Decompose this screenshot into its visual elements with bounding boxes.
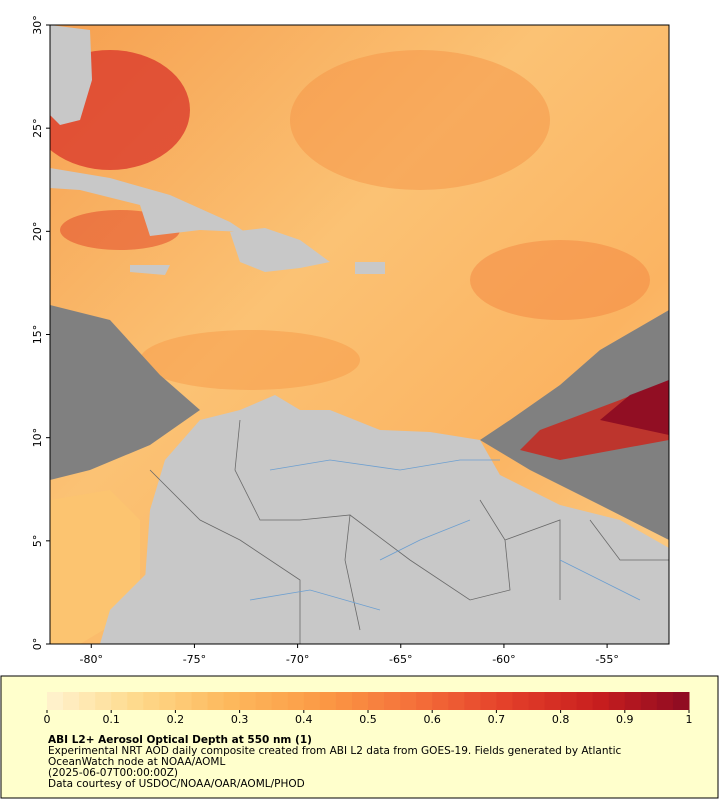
colorbar-tick-label: 0 [44, 713, 51, 726]
colorbar-swatch [560, 692, 578, 710]
colorbar-swatch [512, 692, 529, 710]
colorbar-swatch [63, 692, 80, 710]
lat-tick-label: 25° [31, 118, 44, 138]
lon-tick-label: -80° [80, 653, 103, 666]
colorbar-swatch [640, 692, 658, 710]
colorbar-swatch [544, 692, 562, 710]
colorbar-swatch [271, 692, 289, 710]
colorbar-tick-label: 0.2 [167, 713, 185, 726]
map-imagery [50, 25, 669, 644]
colorbar-tick-label: 0.1 [102, 713, 120, 726]
colorbar-swatch [576, 692, 594, 710]
caption-line: (2025-06-07T00:00:00Z) [48, 767, 178, 779]
lat-tick-label: 15° [31, 325, 44, 345]
colorbar-swatch [127, 692, 144, 710]
colorbar-swatch [143, 692, 160, 710]
colorbar-tick-label: 0.3 [231, 713, 249, 726]
lon-tick-label: -55° [595, 653, 618, 666]
colorbar-swatch [672, 692, 690, 710]
colorbar-tick-label: 0.6 [423, 713, 441, 726]
colorbar-swatch [464, 692, 481, 710]
colorbar-swatch [95, 692, 112, 710]
colorbar-swatch [416, 692, 433, 710]
colorbar-tick-label: 0.7 [488, 713, 506, 726]
lat-tick-label: 30° [31, 15, 44, 35]
colorbar-swatch [448, 692, 465, 710]
colorbar-swatch [624, 692, 642, 710]
lon-tick-label: -65° [389, 653, 412, 666]
colorbar-swatch [255, 692, 273, 710]
colorbar-tick-label: 0.9 [616, 713, 634, 726]
colorbar-tick-label: 0.5 [359, 713, 377, 726]
lon-tick-label: -70° [286, 653, 309, 666]
lon-tick-label: -75° [183, 653, 206, 666]
colorbar-swatch [239, 692, 257, 710]
colorbar-swatch [207, 692, 225, 710]
colorbar-swatch [47, 692, 64, 710]
colorbar-swatch [480, 692, 497, 710]
colorbar-swatch [432, 692, 449, 710]
colorbar-tick-label: 1 [686, 713, 693, 726]
colorbar-swatch [608, 692, 626, 710]
colorbar-swatch [368, 692, 385, 710]
colorbar-swatch [223, 692, 241, 710]
colorbar-swatch [175, 692, 192, 710]
colorbar-swatch [496, 692, 513, 710]
caption-title: ABI L2+ Aerosol Optical Depth at 550 nm … [48, 734, 312, 746]
colorbar-swatch [79, 692, 96, 710]
colorbar-swatch [335, 692, 353, 710]
colorbar-swatch [191, 692, 208, 710]
lon-tick-label: -60° [492, 653, 515, 666]
colorbar-swatch [287, 692, 305, 710]
colorbar-tick-label: 0.4 [295, 713, 313, 726]
lat-tick-label: 20° [31, 222, 44, 242]
caption-line: OceanWatch node at NOAA/AOML [48, 756, 225, 768]
colorbar-swatch [159, 692, 176, 710]
colorbar-swatch [592, 692, 610, 710]
lat-tick-label: 5° [31, 535, 44, 548]
colorbar-swatch [384, 692, 401, 710]
lat-tick-label: 10° [31, 428, 44, 448]
colorbar-swatch [528, 692, 546, 710]
caption-line: Experimental NRT AOD daily composite cre… [48, 745, 622, 757]
colorbar-swatch [656, 692, 674, 710]
colorbar-swatch [400, 692, 417, 710]
colorbar-swatch [351, 692, 369, 710]
colorbar-tick-label: 0.8 [552, 713, 570, 726]
colorbar-swatch [319, 692, 337, 710]
caption-line: Data courtesy of USDOC/NOAA/OAR/AOML/PHO… [48, 778, 305, 790]
colorbar-swatch [111, 692, 128, 710]
colorbar-swatch [303, 692, 321, 710]
lat-tick-label: 0° [31, 638, 44, 651]
